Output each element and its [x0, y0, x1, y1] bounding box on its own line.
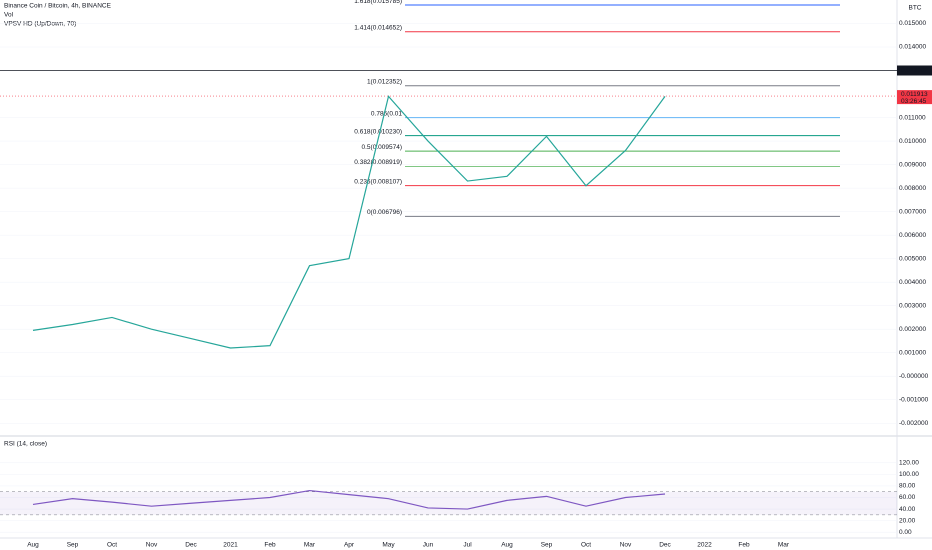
y-tick-label: 0.011000	[899, 114, 926, 121]
y-tick-label: -0.002000	[899, 420, 929, 427]
x-tick-label: Feb	[738, 542, 750, 549]
x-tick-label: Oct	[581, 542, 591, 549]
y-tick-label: 0.003000	[899, 302, 926, 309]
x-tick-label: Jun	[423, 542, 434, 549]
x-tick-label: May	[382, 542, 395, 549]
x-tick-label: 2022	[697, 542, 712, 549]
indicator: VPSV HD (Up/Down, 70)	[4, 21, 76, 28]
indicator: Vol	[4, 12, 14, 19]
countdown: 03:26:45	[901, 98, 927, 105]
x-tick-label: Feb	[264, 542, 276, 549]
x-tick-label: 2021	[223, 542, 238, 549]
y-tick-label: 0.005000	[899, 255, 926, 262]
x-tick-label: Mar	[304, 542, 316, 549]
y-tick-label: 0.010000	[899, 138, 926, 145]
x-tick-label: Jul	[463, 542, 472, 549]
y-tick-label: 0.00	[899, 529, 912, 536]
x-tick-label: Dec	[659, 542, 671, 549]
y-tick-label: 0.006000	[899, 232, 926, 239]
price-tag	[897, 65, 932, 76]
y-tick-label: 120.00	[899, 460, 919, 467]
last-price-label: 0.011913	[901, 91, 928, 98]
y-tick-label: 0.004000	[899, 279, 926, 286]
x-tick-label: Aug	[27, 542, 39, 549]
fib-label: 1.618(0.015785)	[354, 0, 402, 5]
chart-title: Binance Coin / Bitcoin, 4h, BINANCE	[4, 3, 112, 10]
fib-label: 0(0.006796)	[367, 209, 402, 216]
x-tick-label: Dec	[185, 542, 197, 549]
y-tick-label: -0.001000	[899, 396, 929, 403]
y-tick-label: 80.00	[899, 483, 916, 490]
y-tick-label: 0.008000	[899, 185, 926, 192]
x-tick-label: Nov	[146, 542, 158, 549]
fib-label: 1(0.012352)	[367, 78, 402, 85]
x-tick-label: Nov	[620, 542, 632, 549]
y-tick-label: 0.007000	[899, 208, 926, 215]
x-tick-label: Mar	[778, 542, 790, 549]
fib-label: 0.786(0.01	[371, 110, 402, 117]
last-price-tag	[897, 90, 932, 105]
y-tick-label: 0.009000	[899, 161, 926, 168]
fib-label: 0.382(0.008919)	[354, 159, 402, 166]
rsi-band	[0, 491, 897, 515]
currency: BTC	[909, 5, 922, 12]
fib-label: 0.618(0.010230)	[354, 128, 402, 135]
x-tick-label: Apr	[344, 542, 355, 549]
price-tag-label: 0.013002	[901, 67, 928, 74]
fib-label: 1.414(0.014652)	[354, 24, 402, 31]
fib-label: 0.236(0.008107)	[354, 178, 402, 185]
fib-label: 0.5(0.009574)	[362, 144, 402, 151]
x-tick-label: Sep	[541, 542, 553, 549]
x-tick-label: Oct	[107, 542, 117, 549]
rsi-title: RSI (14, close)	[4, 441, 47, 448]
x-tick-label: Sep	[67, 542, 79, 549]
y-tick-label: 20.00	[899, 517, 916, 524]
y-tick-label: 0.001000	[899, 349, 926, 356]
y-tick-label: 40.00	[899, 506, 916, 513]
series-line	[32, 489, 666, 510]
y-tick-label: 0.015000	[899, 20, 926, 27]
y-tick-label: 0.014000	[899, 44, 926, 51]
y-tick-label: 60.00	[899, 494, 916, 501]
series-line	[32, 95, 666, 349]
x-tick-label: Aug	[501, 542, 513, 549]
y-tick-label: 0.002000	[899, 326, 926, 333]
y-tick-label: 100.00	[899, 471, 919, 478]
y-tick-label: -0.000000	[899, 373, 929, 380]
